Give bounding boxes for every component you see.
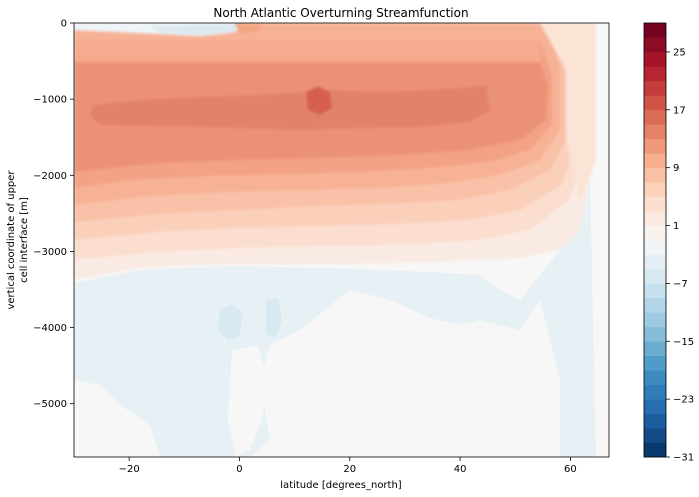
surface-blue-patch <box>150 24 240 35</box>
colorbar-segment <box>644 399 666 414</box>
colorbar-segment <box>644 428 666 443</box>
colorbar <box>644 23 666 458</box>
colorbar-segment <box>644 225 666 241</box>
colorbar-segment <box>644 370 666 385</box>
colorbar-tick-label: 17 <box>673 105 686 116</box>
colorbar-segment <box>644 341 666 357</box>
y-tick-label: 0 <box>61 19 67 30</box>
x-tick-label: −20 <box>119 464 140 475</box>
colorbar-segment <box>644 153 666 168</box>
x-axis-label: latitude [degrees_north] <box>280 480 402 491</box>
colorbar-tick-label: −7 <box>673 279 688 290</box>
colorbar-tick-label: −23 <box>673 395 694 406</box>
colorbar-tick-label: 25 <box>673 47 686 58</box>
colorbar-segment <box>644 326 666 342</box>
colorbar-tick-label: −31 <box>673 453 694 464</box>
colorbar-tick-label: 9 <box>673 163 679 174</box>
colorbar-segment <box>644 109 666 125</box>
x-tick-label: 40 <box>454 464 467 475</box>
surface-warm-patch <box>234 23 262 33</box>
colorbar-segment <box>644 80 666 96</box>
y-axis-label-group: vertical coordinate of upper cell interf… <box>6 170 30 310</box>
surface-warm-patch-2 <box>300 23 340 30</box>
x-tick-label: 0 <box>236 464 242 475</box>
y-axis-label-line1: vertical coordinate of upper <box>6 170 17 310</box>
colorbar-segment <box>644 182 666 197</box>
colorbar-segment <box>644 196 666 212</box>
contour-field <box>74 23 609 457</box>
deep-negative-patch-a <box>218 304 242 340</box>
x-axis: −20 0 20 40 60 <box>119 457 577 475</box>
colorbar-segment <box>644 312 666 328</box>
colorbar-segment <box>644 211 666 226</box>
colorbar-segment <box>644 297 666 313</box>
deep-white-patch <box>228 346 268 457</box>
plot-frame <box>73 22 610 458</box>
y-tick-label: −1000 <box>33 95 67 106</box>
lower-white-left <box>74 380 160 457</box>
deep-background-region <box>74 180 596 457</box>
y-tick-label: −4000 <box>33 323 67 334</box>
contour-level-15 <box>90 86 490 130</box>
colorbar-segment <box>644 167 666 183</box>
colorbar-segment <box>644 51 666 67</box>
colorbar-segment <box>644 66 666 82</box>
chart-title: North Atlantic Overturning Streamfunctio… <box>213 6 468 20</box>
core-maximum-region <box>306 86 332 115</box>
colorbar-frame <box>643 22 667 458</box>
x-tick-label: 60 <box>564 464 577 475</box>
y-axis: 0 −1000 −2000 −3000 −4000 −5000 <box>33 19 74 410</box>
colorbar-segment <box>644 384 666 400</box>
colorbar-segment <box>644 283 666 299</box>
colorbar-segment <box>644 355 666 371</box>
colorbar-ticks: 25 17 9 1 −7 −15 −23 −31 <box>666 47 694 464</box>
colorbar-tick-label: 1 <box>673 221 679 232</box>
y-tick-label: −2000 <box>33 171 67 182</box>
upper-band-light <box>74 40 540 62</box>
y-tick-label: −5000 <box>33 399 67 410</box>
colorbar-segment <box>644 442 666 458</box>
colorbar-segment <box>644 37 666 53</box>
colorbar-segment <box>644 124 666 140</box>
colorbar-segment <box>644 23 666 38</box>
colorbar-segment <box>644 240 666 255</box>
deep-negative-patch-b <box>266 298 282 338</box>
colorbar-segment <box>644 413 666 429</box>
colorbar-segment <box>644 95 666 111</box>
colorbar-tick-label: −15 <box>673 337 694 348</box>
colorbar-segment <box>644 254 666 270</box>
y-tick-label: −3000 <box>33 247 67 258</box>
colorbar-segment <box>644 138 666 154</box>
y-axis-label-line2: cell interface [m] <box>19 197 30 283</box>
x-tick-label: 20 <box>343 464 356 475</box>
north-light-band <box>540 23 596 200</box>
colorbar-segment <box>644 268 666 284</box>
